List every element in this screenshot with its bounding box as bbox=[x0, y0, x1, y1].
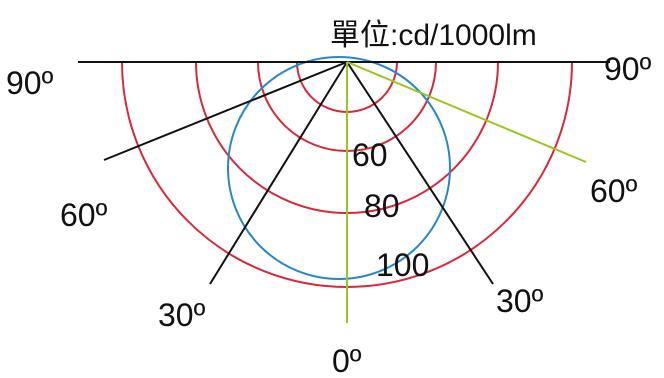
ray-left-60 bbox=[103, 61, 348, 161]
angle-label-right-60: 60º bbox=[590, 173, 638, 209]
intensity-curve bbox=[227, 56, 451, 280]
angle-label-left-90: 90º bbox=[6, 65, 54, 101]
angle-label-left-30: 30º bbox=[158, 297, 206, 333]
ring-label-60: 60 bbox=[352, 137, 388, 173]
ray-right-60 bbox=[346, 61, 587, 163]
ray-left-30 bbox=[209, 61, 348, 285]
angle-label-right-90: 90º bbox=[604, 51, 652, 87]
ring-label-100: 100 bbox=[376, 247, 429, 283]
angle-label-left-60: 60º bbox=[60, 197, 108, 233]
ray-right-30 bbox=[346, 61, 494, 285]
angle-label-0: 0º bbox=[332, 343, 362, 378]
angle-label-right-30: 30º bbox=[496, 283, 544, 319]
unit-label: 單位:cd/1000lm bbox=[330, 19, 537, 52]
ring-label-80: 80 bbox=[364, 188, 400, 224]
